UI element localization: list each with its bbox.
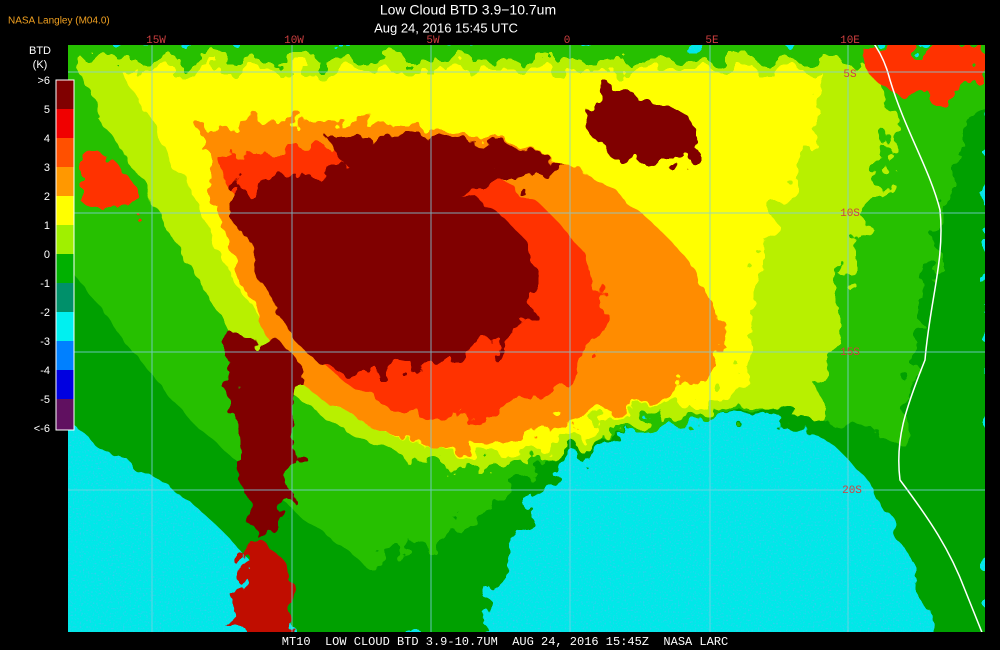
- lon-label: 0: [564, 35, 571, 47]
- source: NASA Langley (M04.0): [8, 16, 110, 27]
- graticule-labels: 15W 10W 5W 0 5E 10E 5S 10S 15S 20S: [146, 35, 862, 497]
- legend-label: 4: [44, 133, 50, 145]
- legend-label: 3: [44, 162, 50, 174]
- graticule: [68, 45, 985, 632]
- legend-label: >6: [37, 75, 50, 87]
- legend-label: -3: [40, 336, 50, 348]
- legend-label: -1: [40, 278, 50, 290]
- lon-label: 5E: [705, 35, 719, 47]
- legend-title: BTD: [29, 45, 51, 57]
- title: Low Cloud BTD 3.9−10.7um: [380, 2, 556, 18]
- legend-label: -2: [40, 307, 50, 319]
- lat-label: 5S: [843, 69, 857, 81]
- color-bar: [55, 79, 75, 431]
- legend-unit: (K): [33, 59, 48, 71]
- lat-label: 20S: [842, 485, 862, 497]
- lon-label: 10E: [840, 35, 860, 47]
- lon-label: 5W: [426, 35, 440, 47]
- legend-label: 5: [44, 104, 50, 116]
- lon-label: 10W: [284, 35, 304, 47]
- footer: MT10 LOW CLOUD BTD 3.9-10.7UM AUG 24, 20…: [282, 635, 728, 649]
- legend-label: -5: [40, 394, 50, 406]
- legend-label: <-6: [34, 423, 50, 435]
- subtitle: Aug 24, 2016 15:45 UTC: [374, 20, 518, 35]
- lat-label: 10S: [840, 208, 860, 220]
- legend-labels: >6 5 4 3 2 1 0 -1 -2 -3 -4 -5 <-6: [34, 75, 50, 435]
- satellite-image: [68, 45, 985, 632]
- lat-label: 15S: [840, 347, 860, 359]
- lon-label: 15W: [146, 35, 166, 47]
- legend-label: 2: [44, 191, 50, 203]
- legend-label: -4: [40, 365, 50, 377]
- legend-label: 0: [44, 249, 50, 261]
- legend-label: 1: [44, 220, 50, 232]
